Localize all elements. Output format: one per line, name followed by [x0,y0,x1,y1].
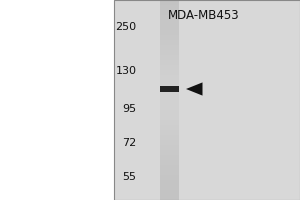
Bar [114,0,300,200]
Bar [160,45,178,50]
Bar [160,130,178,135]
Bar [160,5,178,10]
Text: 55: 55 [122,172,136,182]
Bar [160,65,178,70]
Bar [160,120,178,125]
Bar [114,0,300,200]
Bar [160,86,178,92]
Bar [160,105,178,110]
Bar [160,15,178,20]
Bar [160,90,178,95]
Bar [160,75,178,80]
Bar [160,170,178,175]
Bar [160,85,178,90]
Bar [160,60,178,65]
Bar [160,40,178,45]
Bar [160,20,178,25]
Text: 72: 72 [122,138,136,148]
Bar [160,25,178,30]
Text: 95: 95 [122,104,136,114]
Bar [160,190,178,195]
Bar [160,140,178,145]
Text: MDA-MB453: MDA-MB453 [168,9,240,22]
Bar [160,55,178,60]
Bar [160,100,178,105]
Bar [160,50,178,55]
Bar [160,70,178,75]
Bar [160,80,178,85]
Bar [160,0,178,5]
Bar [160,135,178,140]
Bar [160,30,178,35]
Bar [160,180,178,185]
Bar [160,185,178,190]
Text: 250: 250 [116,22,136,32]
Bar [160,35,178,40]
Bar [160,165,178,170]
Text: 130: 130 [116,66,136,76]
Bar [160,115,178,120]
Bar [160,195,178,200]
Bar [160,145,178,150]
Polygon shape [186,82,202,96]
Bar [160,95,178,100]
Bar [160,160,178,165]
Bar [160,155,178,160]
Bar [160,125,178,130]
Bar [160,175,178,180]
Bar [160,150,178,155]
Bar [160,10,178,15]
Bar [160,110,178,115]
